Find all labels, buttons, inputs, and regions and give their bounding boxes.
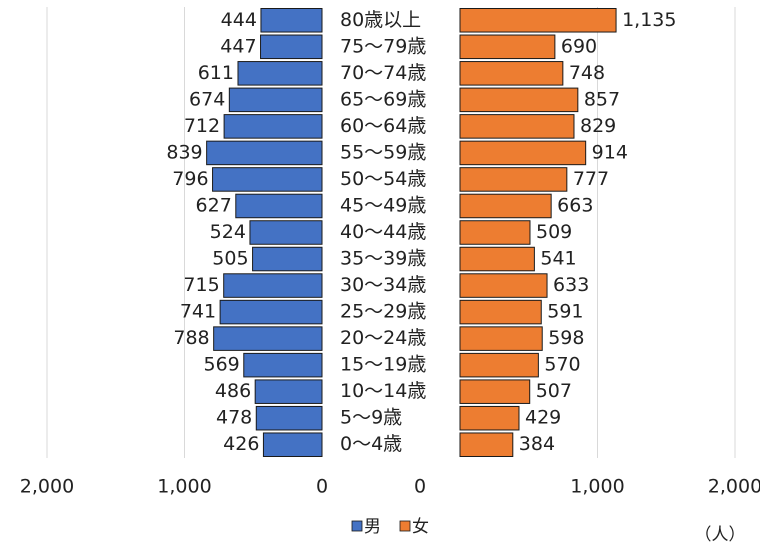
category-label: 35～39歳	[340, 248, 426, 270]
bar	[459, 8, 617, 33]
category-label: 15～19歳	[340, 354, 426, 376]
bar	[223, 114, 323, 139]
bar	[235, 193, 323, 219]
bar	[223, 273, 323, 298]
value-label: 663	[557, 194, 593, 216]
bar	[459, 193, 552, 219]
bar	[459, 379, 531, 404]
value-label: 715	[183, 274, 219, 296]
x-tick-label: 0	[414, 476, 426, 498]
category-label: 30～34歳	[340, 274, 426, 296]
bar	[212, 167, 323, 192]
value-label: 426	[223, 433, 259, 455]
category-label: 5～9歳	[340, 407, 402, 429]
category-label: 40～44歳	[340, 221, 426, 243]
bar	[459, 405, 520, 431]
category-label: 70～74歳	[340, 62, 426, 84]
bar	[243, 352, 323, 378]
category-label: 20～24歳	[340, 327, 426, 349]
category-label: 80歳以上	[340, 9, 421, 31]
bar	[219, 299, 323, 325]
bar	[459, 273, 548, 298]
x-tick-label: 1,000	[157, 476, 211, 498]
category-label: 25～29歳	[340, 301, 426, 323]
value-label: 777	[573, 168, 609, 190]
category-label: 10～14歳	[340, 380, 426, 402]
value-label: 741	[180, 301, 216, 323]
value-label: 524	[210, 221, 246, 243]
bar	[459, 432, 514, 457]
bar	[459, 140, 587, 166]
value-label: 447	[220, 35, 256, 57]
bar	[459, 299, 542, 325]
x-tick-label: 0	[316, 476, 328, 498]
value-label: 829	[580, 115, 616, 137]
value-label: 591	[547, 301, 583, 323]
bar	[260, 34, 323, 60]
category-label: 75～79歳	[340, 35, 426, 57]
category-label: 50～54歳	[340, 168, 426, 190]
bar	[459, 246, 535, 272]
value-label: 796	[172, 168, 208, 190]
value-label: 507	[536, 380, 572, 402]
value-label: 569	[203, 354, 239, 376]
value-label: 509	[536, 221, 572, 243]
value-label: 788	[173, 327, 209, 349]
category-label: 45～49歳	[340, 194, 426, 216]
bar	[459, 326, 543, 351]
value-label: 1,135	[622, 9, 676, 31]
value-label: 429	[525, 407, 561, 429]
bar	[249, 220, 323, 245]
bar	[255, 405, 323, 431]
category-label: 65～69歳	[340, 88, 426, 110]
unit-label: （人）	[695, 525, 746, 545]
bar	[260, 8, 323, 33]
value-label: 690	[561, 35, 597, 57]
x-tick-label: 2,000	[20, 476, 74, 498]
value-label: 633	[553, 274, 589, 296]
bar	[213, 326, 323, 351]
value-label: 857	[584, 88, 620, 110]
value-label: 444	[221, 9, 257, 31]
value-label: 570	[544, 354, 580, 376]
bar	[459, 34, 556, 60]
value-label: 627	[196, 194, 232, 216]
value-label: 505	[212, 248, 248, 270]
bar	[262, 432, 323, 457]
bar	[459, 114, 575, 139]
legend-swatch	[351, 520, 363, 532]
value-label: 486	[215, 380, 251, 402]
bar	[459, 87, 579, 113]
bar	[228, 87, 323, 113]
bar	[206, 140, 323, 166]
value-label: 611	[198, 62, 234, 84]
legend-label: 女	[412, 517, 429, 537]
value-label: 478	[216, 407, 252, 429]
legend-label: 男	[364, 517, 381, 537]
category-label: 0～4歳	[340, 433, 402, 455]
value-label: 839	[166, 141, 202, 163]
bar	[459, 61, 564, 86]
value-label: 712	[184, 115, 220, 137]
legend-swatch	[399, 520, 411, 532]
category-label: 60～64歳	[340, 115, 426, 137]
bar	[254, 379, 323, 404]
x-tick-label: 1,000	[570, 476, 624, 498]
x-tick-label: 2,000	[708, 476, 760, 498]
value-label: 914	[592, 141, 628, 163]
bar	[459, 220, 531, 245]
value-label: 384	[519, 433, 555, 455]
value-label: 674	[189, 88, 225, 110]
bar	[459, 352, 539, 378]
value-label: 748	[569, 62, 605, 84]
bar	[237, 61, 323, 86]
bar	[459, 167, 568, 192]
category-label: 55～59歳	[340, 141, 426, 163]
value-label: 541	[540, 248, 576, 270]
value-label: 598	[548, 327, 584, 349]
bar	[252, 246, 323, 272]
